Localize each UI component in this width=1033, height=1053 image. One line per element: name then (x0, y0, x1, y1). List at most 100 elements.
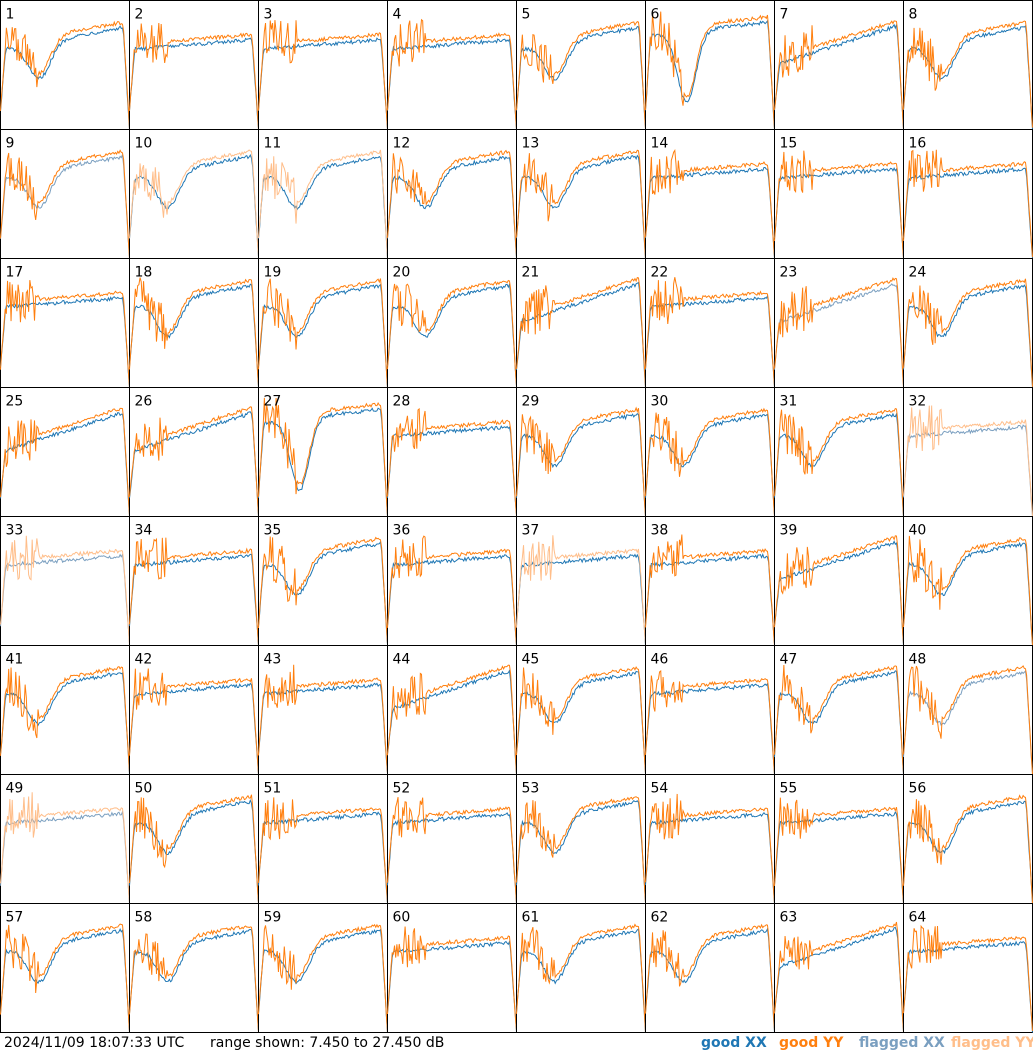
panel-label: 20 (393, 265, 411, 281)
series-yy-line (646, 925, 775, 1031)
series-xx-line (646, 296, 775, 387)
series-yy-line (388, 665, 517, 774)
panel-28: 28 (388, 387, 517, 517)
legend-good-yy: good YY (779, 1035, 844, 1051)
legend-flagged-yy: flagged YY (951, 1035, 1033, 1051)
panel-frame (387, 129, 517, 259)
panel-frame (903, 0, 1033, 130)
panel-frame (258, 0, 388, 130)
series-yy-line (1, 792, 130, 902)
series-xx-line (259, 285, 388, 388)
series-yy-line (259, 150, 388, 259)
panel-36: 36 (388, 516, 517, 646)
series-yy-line (775, 151, 904, 259)
series-yy-line (259, 279, 388, 388)
panel-label: 17 (6, 265, 24, 281)
series-xx-line (646, 414, 775, 515)
legend-flagged-xx: flagged XX (859, 1035, 945, 1051)
series-yy-line (388, 926, 517, 1030)
panel-frame (129, 258, 259, 388)
panel-21: 21 (517, 258, 646, 388)
panel-frame (774, 903, 904, 1033)
panel-label: 60 (393, 910, 411, 926)
series-yy-line (1, 924, 130, 1032)
series-yy-line (130, 795, 259, 904)
series-yy-line (775, 665, 904, 774)
panel-50: 50 (130, 774, 259, 904)
series-yy-line (904, 666, 1033, 775)
series-xx-line (388, 671, 517, 775)
panel-label: 12 (393, 136, 411, 152)
panel-49: 49 (0, 774, 130, 904)
timestamp: 2024/11/09 18:07:33 UTC (4, 1035, 185, 1051)
panel-frame (516, 387, 646, 517)
panel-frame (129, 645, 259, 775)
series-yy-line (646, 277, 775, 386)
panel-frame (645, 0, 775, 130)
series-yy-line (388, 280, 517, 386)
panel-label: 47 (780, 652, 798, 668)
series-yy-line (1, 22, 130, 130)
series-xx-line (517, 156, 646, 259)
series-yy-line (130, 278, 259, 387)
panel-label: 55 (780, 781, 798, 797)
panel-5: 5 (517, 0, 646, 130)
series-yy-line (517, 667, 646, 773)
panel-35: 35 (259, 516, 388, 646)
panel-label: 42 (135, 652, 153, 668)
series-yy-line (775, 278, 904, 387)
series-xx-line (517, 414, 646, 517)
panel-frame (645, 258, 775, 388)
panel-4: 4 (388, 0, 517, 130)
panel-16: 16 (904, 129, 1033, 259)
panel-label: 11 (264, 136, 282, 152)
series-yy-line (646, 409, 775, 516)
series-xx-line (130, 155, 259, 257)
series-xx-line (646, 554, 775, 643)
panel-52: 52 (388, 774, 517, 904)
panel-6: 6 (645, 0, 775, 130)
panel-27: 27 (259, 387, 388, 517)
panel-frame (903, 387, 1033, 517)
panel-label: 50 (135, 781, 153, 797)
panel-label: 46 (651, 652, 669, 668)
series-xx-line (130, 554, 259, 645)
panel-62: 62 (646, 903, 775, 1033)
series-yy-line (904, 926, 1033, 1031)
panel-10: 10 (130, 129, 259, 259)
series-yy-line (388, 151, 517, 257)
panel-58: 58 (130, 903, 259, 1033)
panel-53: 53 (517, 774, 646, 904)
panel-label: 25 (6, 394, 24, 410)
panel-label: 5 (522, 7, 531, 23)
panel-1: 1 (0, 0, 130, 130)
panel-label: 24 (909, 265, 927, 281)
panel-24: 24 (904, 258, 1033, 388)
panel-label: 49 (6, 781, 24, 797)
panel-label: 29 (522, 394, 540, 410)
series-yy-line (1, 667, 130, 774)
series-yy-line (388, 409, 517, 516)
panel-14: 14 (646, 129, 775, 259)
series-yy-line (646, 150, 775, 257)
series-yy-line (517, 408, 646, 517)
series-yy-line (904, 406, 1033, 517)
panel-label: 21 (522, 265, 540, 281)
panel-34: 34 (130, 516, 259, 646)
series-yy-line (130, 150, 259, 257)
series-yy-line (388, 20, 517, 130)
panel-label: 16 (909, 136, 927, 152)
series-yy-line (775, 21, 904, 130)
panel-label: 51 (264, 781, 282, 797)
series-xx-line (130, 38, 259, 129)
panel-frame (129, 0, 259, 130)
panel-label: 32 (909, 394, 927, 410)
panel-32: 32 (903, 387, 1033, 517)
panel-frame (516, 903, 646, 1033)
series-yy-line (775, 798, 904, 904)
series-yy-line (775, 922, 904, 1032)
panel-frame (0, 387, 130, 517)
panel-label: 35 (264, 523, 282, 539)
panel-3: 3 (258, 0, 388, 130)
